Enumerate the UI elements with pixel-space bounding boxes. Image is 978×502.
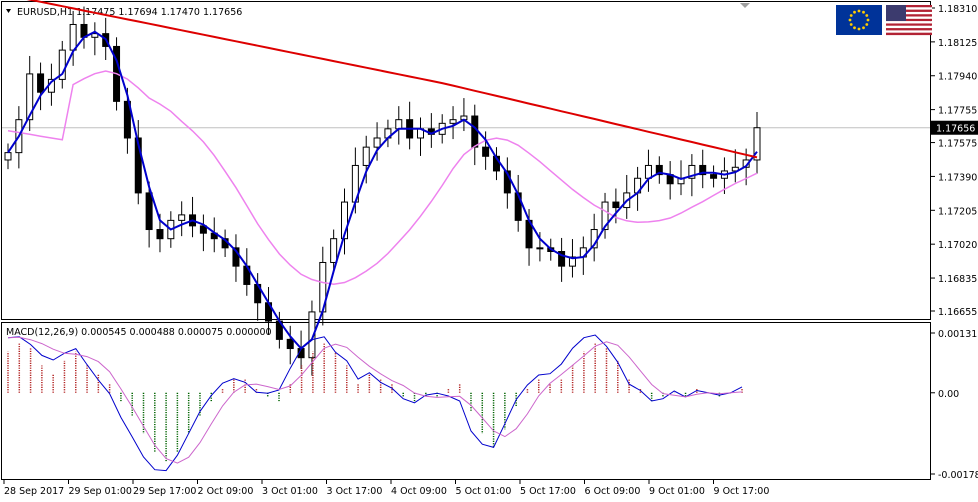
macd-lines xyxy=(7,334,743,472)
macd-title: MACD(12,26,9) 0.000545 0.000488 0.000075… xyxy=(6,327,272,338)
candle xyxy=(699,149,707,189)
candle xyxy=(4,143,12,170)
time-tick-label: 9 Oct 17:00 xyxy=(714,486,770,497)
time-tick-label: 5 Oct 17:00 xyxy=(520,486,576,497)
candle xyxy=(710,165,718,188)
candle xyxy=(503,157,511,209)
candle xyxy=(26,55,34,132)
candle xyxy=(58,40,66,89)
price-tick-label: 1.17390 xyxy=(938,172,977,183)
time-tick-label: 29 Sep 01:00 xyxy=(69,486,132,497)
time-tick-label: 2 Oct 09:00 xyxy=(198,486,254,497)
price-tick-label: 1.17940 xyxy=(938,72,977,83)
candle xyxy=(449,106,457,140)
macd-tick-label: 0.001313 xyxy=(938,329,978,340)
price-tick-label: 1.16655 xyxy=(938,307,977,318)
candle xyxy=(655,156,663,184)
dropdown-arrow-icon[interactable] xyxy=(6,9,11,13)
price-axis[interactable]: 1.18310 1.18125 1.17940 1.17755 1.17575 1.173… xyxy=(931,4,977,318)
time-tick-label: 4 Oct 09:00 xyxy=(391,486,447,497)
ma-fast-line xyxy=(7,30,758,350)
candle xyxy=(199,214,207,252)
price-pane-frame xyxy=(1,1,931,320)
time-tick-label: 28 Sep 2017 xyxy=(4,486,64,497)
ma-long-line xyxy=(26,0,758,159)
ma-slow-line xyxy=(7,70,758,285)
macd-main-line xyxy=(7,334,743,472)
time-tick-label: 9 Oct 01:00 xyxy=(649,486,705,497)
candle xyxy=(558,237,566,282)
price-tick-label: 1.16835 xyxy=(938,274,977,285)
candle xyxy=(373,122,381,161)
candle xyxy=(145,181,153,248)
us-flag-icon xyxy=(886,5,932,36)
time-tick-label: 3 Oct 01:00 xyxy=(262,486,318,497)
candle xyxy=(286,325,294,365)
candle xyxy=(601,192,609,239)
candle xyxy=(362,135,370,184)
macd-histogram xyxy=(7,342,743,462)
price-tick-label: 1.17575 xyxy=(938,139,977,150)
candle xyxy=(134,120,142,205)
time-tick-label: 5 Oct 01:00 xyxy=(456,486,512,497)
current-price-label: 1.17656 xyxy=(936,124,975,135)
time-axis[interactable]: 28 Sep 2017 29 Sep 01:00 29 Sep 17:00 2 Oct… xyxy=(3,480,770,497)
candle xyxy=(330,229,338,272)
symbol-header: EURUSD,H1 1.17475 1.17694 1.17470 1.1765… xyxy=(6,7,242,18)
price-tick-label: 1.17755 xyxy=(938,106,977,117)
scroll-marker-icon[interactable] xyxy=(740,3,750,8)
candle xyxy=(753,111,761,174)
macd-axis[interactable]: 0.001313 0.00 -0.001784 xyxy=(931,329,978,481)
symbol-ohlc-label: EURUSD,H1 1.17475 1.17694 1.17470 1.1765… xyxy=(17,7,242,18)
price-tick-label: 1.18125 xyxy=(938,38,977,49)
eu-flag-icon xyxy=(836,5,882,35)
candle xyxy=(731,149,739,183)
current-price-tag: 1.17656 xyxy=(931,120,978,135)
time-tick-label: 6 Oct 09:00 xyxy=(585,486,641,497)
price-tick-label: 1.17020 xyxy=(938,240,977,251)
time-tick-label: 3 Oct 17:00 xyxy=(327,486,383,497)
macd-tick-label: -0.001784 xyxy=(938,470,978,481)
candle xyxy=(482,131,490,170)
moving-averages xyxy=(7,0,758,350)
price-tick-label: 1.18310 xyxy=(938,4,977,15)
price-tick-label: 1.17205 xyxy=(938,206,977,217)
macd-tick-label: 0.00 xyxy=(938,389,959,400)
candle xyxy=(341,188,349,255)
candle xyxy=(178,201,186,237)
candle xyxy=(37,62,45,111)
candle xyxy=(91,22,99,56)
time-tick-label: 29 Sep 17:00 xyxy=(133,486,196,497)
macd-signal-line xyxy=(7,336,743,464)
candle xyxy=(232,234,240,282)
